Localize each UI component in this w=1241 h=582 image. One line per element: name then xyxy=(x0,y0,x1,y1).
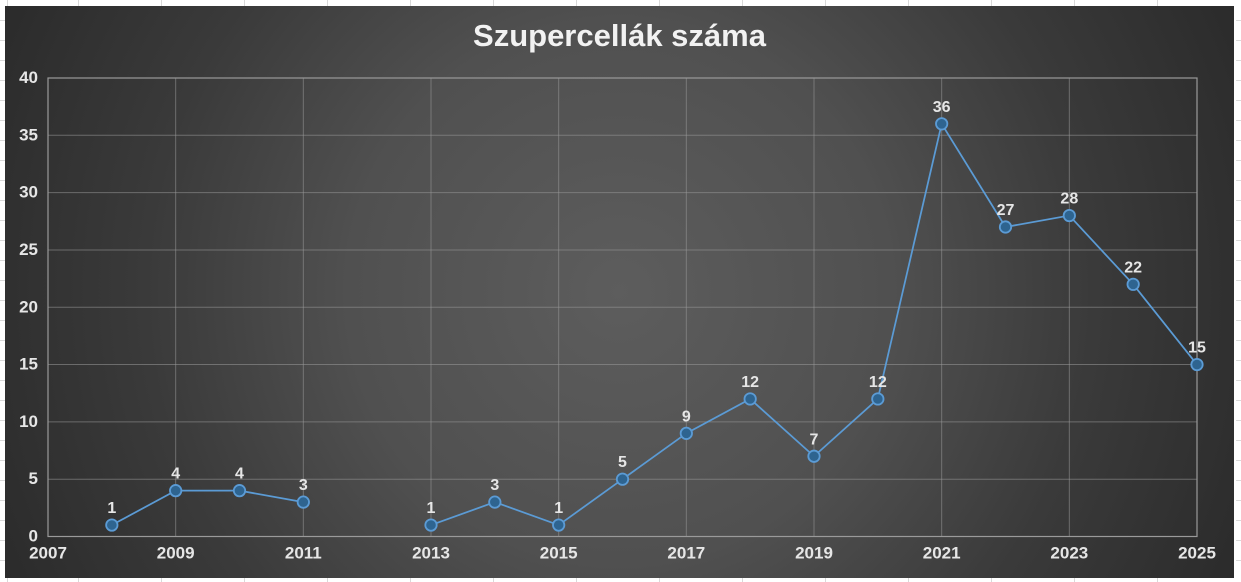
svg-text:2023: 2023 xyxy=(1050,544,1088,563)
svg-text:2025: 2025 xyxy=(1178,544,1216,563)
svg-text:3: 3 xyxy=(490,477,499,494)
svg-text:15: 15 xyxy=(19,355,38,374)
svg-text:27: 27 xyxy=(997,202,1015,219)
svg-text:3: 3 xyxy=(299,477,308,494)
svg-text:1: 1 xyxy=(427,500,436,517)
svg-text:0: 0 xyxy=(29,527,38,546)
svg-text:10: 10 xyxy=(19,412,38,431)
svg-text:4: 4 xyxy=(171,466,180,483)
svg-text:35: 35 xyxy=(19,125,38,144)
svg-text:15: 15 xyxy=(1188,340,1206,357)
svg-text:2017: 2017 xyxy=(667,544,705,563)
svg-text:12: 12 xyxy=(869,374,887,391)
svg-text:7: 7 xyxy=(810,431,819,448)
svg-text:30: 30 xyxy=(19,183,38,202)
svg-text:25: 25 xyxy=(19,240,38,259)
svg-text:9: 9 xyxy=(682,408,691,425)
svg-text:12: 12 xyxy=(741,374,759,391)
svg-text:40: 40 xyxy=(19,68,38,87)
svg-text:2015: 2015 xyxy=(540,544,578,563)
svg-text:5: 5 xyxy=(618,454,627,471)
svg-text:22: 22 xyxy=(1124,259,1142,276)
svg-text:2021: 2021 xyxy=(923,544,961,563)
svg-text:1: 1 xyxy=(554,500,563,517)
svg-text:20: 20 xyxy=(19,297,38,316)
svg-text:4: 4 xyxy=(235,466,244,483)
svg-text:2019: 2019 xyxy=(795,544,833,563)
svg-text:2013: 2013 xyxy=(412,544,450,563)
svg-text:2011: 2011 xyxy=(285,544,322,563)
svg-text:2009: 2009 xyxy=(157,544,195,563)
svg-text:5: 5 xyxy=(29,469,38,488)
svg-text:28: 28 xyxy=(1060,191,1078,208)
svg-text:1: 1 xyxy=(107,500,116,517)
svg-text:2007: 2007 xyxy=(29,544,67,563)
svg-text:36: 36 xyxy=(933,99,951,116)
